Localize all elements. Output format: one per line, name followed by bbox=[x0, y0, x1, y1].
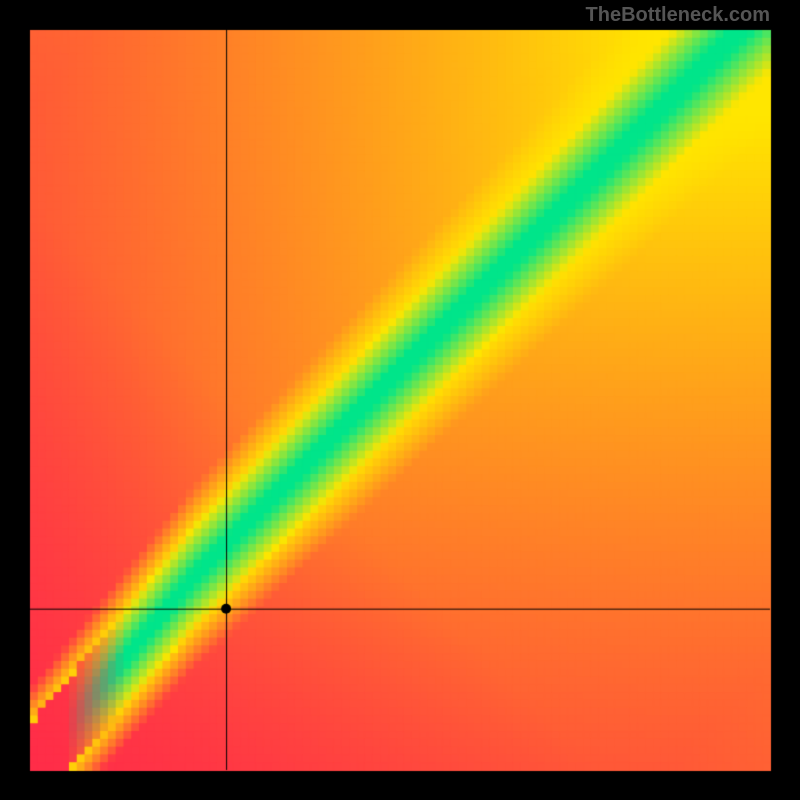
heatmap-canvas bbox=[0, 0, 800, 800]
watermark-text: TheBottleneck.com bbox=[586, 4, 770, 27]
chart-container: TheBottleneck.com bbox=[0, 0, 800, 800]
